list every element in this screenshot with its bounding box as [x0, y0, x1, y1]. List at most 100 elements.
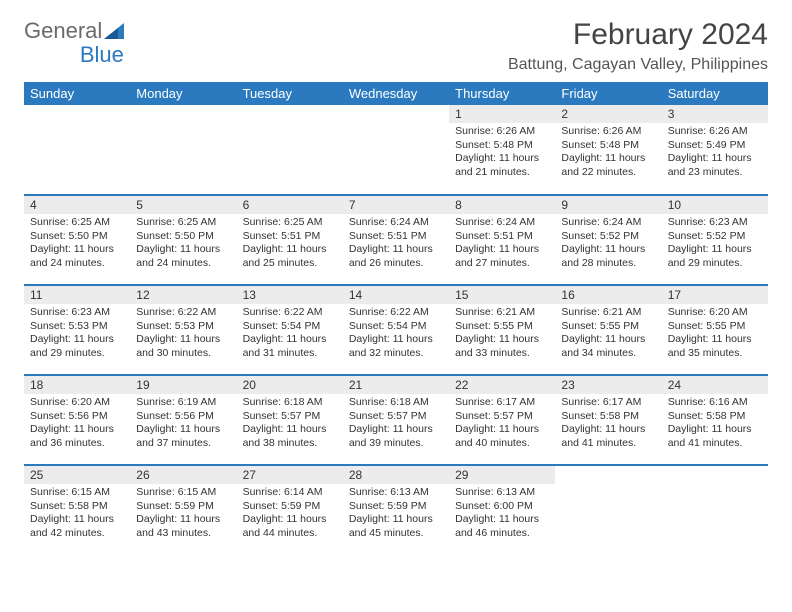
day-daylight1: Daylight: 11 hours	[30, 243, 124, 257]
calendar-day-cell	[555, 465, 661, 545]
day-daylight2: and 43 minutes.	[136, 527, 230, 541]
day-sunrise: Sunrise: 6:20 AM	[668, 306, 762, 320]
day-daylight1: Daylight: 11 hours	[455, 423, 549, 437]
day-number: 23	[555, 376, 661, 394]
day-number: 29	[449, 466, 555, 484]
day-number: 21	[343, 376, 449, 394]
logo-text-2: Blue	[80, 42, 124, 68]
day-daylight1: Daylight: 11 hours	[455, 333, 549, 347]
weekday-header: Monday	[130, 82, 236, 105]
day-details: Sunrise: 6:16 AMSunset: 5:58 PMDaylight:…	[662, 394, 768, 455]
day-sunrise: Sunrise: 6:17 AM	[561, 396, 655, 410]
day-daylight1: Daylight: 11 hours	[136, 423, 230, 437]
calendar-table: Sunday Monday Tuesday Wednesday Thursday…	[24, 82, 768, 545]
day-daylight2: and 46 minutes.	[455, 527, 549, 541]
calendar-day-cell: 20Sunrise: 6:18 AMSunset: 5:57 PMDayligh…	[237, 375, 343, 465]
day-details: Sunrise: 6:22 AMSunset: 5:54 PMDaylight:…	[343, 304, 449, 365]
day-details: Sunrise: 6:25 AMSunset: 5:50 PMDaylight:…	[130, 214, 236, 275]
day-sunset: Sunset: 5:53 PM	[136, 320, 230, 334]
day-sunset: Sunset: 5:58 PM	[561, 410, 655, 424]
day-daylight1: Daylight: 11 hours	[668, 423, 762, 437]
day-daylight2: and 45 minutes.	[349, 527, 443, 541]
day-number: 22	[449, 376, 555, 394]
day-daylight1: Daylight: 11 hours	[349, 333, 443, 347]
day-daylight2: and 32 minutes.	[349, 347, 443, 361]
day-sunrise: Sunrise: 6:20 AM	[30, 396, 124, 410]
day-sunrise: Sunrise: 6:15 AM	[136, 486, 230, 500]
day-sunrise: Sunrise: 6:26 AM	[455, 125, 549, 139]
day-number: 18	[24, 376, 130, 394]
day-daylight2: and 36 minutes.	[30, 437, 124, 451]
day-details: Sunrise: 6:20 AMSunset: 5:55 PMDaylight:…	[662, 304, 768, 365]
day-sunrise: Sunrise: 6:25 AM	[243, 216, 337, 230]
calendar-day-cell: 26Sunrise: 6:15 AMSunset: 5:59 PMDayligh…	[130, 465, 236, 545]
day-sunrise: Sunrise: 6:26 AM	[668, 125, 762, 139]
location-text: Battung, Cagayan Valley, Philippines	[508, 56, 768, 74]
day-sunrise: Sunrise: 6:13 AM	[349, 486, 443, 500]
day-daylight1: Daylight: 11 hours	[136, 513, 230, 527]
day-sunrise: Sunrise: 6:25 AM	[136, 216, 230, 230]
day-daylight2: and 29 minutes.	[668, 257, 762, 271]
day-number: 24	[662, 376, 768, 394]
day-details: Sunrise: 6:23 AMSunset: 5:52 PMDaylight:…	[662, 214, 768, 275]
day-details: Sunrise: 6:21 AMSunset: 5:55 PMDaylight:…	[449, 304, 555, 365]
day-number: 4	[24, 196, 130, 214]
weekday-header-row: Sunday Monday Tuesday Wednesday Thursday…	[24, 82, 768, 105]
day-daylight2: and 29 minutes.	[30, 347, 124, 361]
day-daylight1: Daylight: 11 hours	[349, 423, 443, 437]
weekday-header: Sunday	[24, 82, 130, 105]
calendar-day-cell: 22Sunrise: 6:17 AMSunset: 5:57 PMDayligh…	[449, 375, 555, 465]
day-daylight1: Daylight: 11 hours	[30, 333, 124, 347]
day-number: 16	[555, 286, 661, 304]
day-sunrise: Sunrise: 6:23 AM	[30, 306, 124, 320]
day-sunset: Sunset: 5:57 PM	[243, 410, 337, 424]
day-number: 13	[237, 286, 343, 304]
day-details: Sunrise: 6:19 AMSunset: 5:56 PMDaylight:…	[130, 394, 236, 455]
day-sunset: Sunset: 5:51 PM	[349, 230, 443, 244]
calendar-day-cell: 10Sunrise: 6:23 AMSunset: 5:52 PMDayligh…	[662, 195, 768, 285]
day-daylight2: and 44 minutes.	[243, 527, 337, 541]
day-sunrise: Sunrise: 6:16 AM	[668, 396, 762, 410]
logo-text-1: General	[24, 18, 102, 44]
day-daylight1: Daylight: 11 hours	[455, 243, 549, 257]
calendar-day-cell: 1Sunrise: 6:26 AMSunset: 5:48 PMDaylight…	[449, 105, 555, 195]
calendar-day-cell: 27Sunrise: 6:14 AMSunset: 5:59 PMDayligh…	[237, 465, 343, 545]
day-daylight2: and 40 minutes.	[455, 437, 549, 451]
day-details: Sunrise: 6:23 AMSunset: 5:53 PMDaylight:…	[24, 304, 130, 365]
day-sunrise: Sunrise: 6:13 AM	[455, 486, 549, 500]
calendar-day-cell: 19Sunrise: 6:19 AMSunset: 5:56 PMDayligh…	[130, 375, 236, 465]
day-daylight2: and 21 minutes.	[455, 166, 549, 180]
day-sunset: Sunset: 5:53 PM	[30, 320, 124, 334]
day-daylight1: Daylight: 11 hours	[668, 333, 762, 347]
day-number: 17	[662, 286, 768, 304]
day-details: Sunrise: 6:22 AMSunset: 5:53 PMDaylight:…	[130, 304, 236, 365]
day-daylight2: and 38 minutes.	[243, 437, 337, 451]
day-number: 6	[237, 196, 343, 214]
calendar-day-cell: 29Sunrise: 6:13 AMSunset: 6:00 PMDayligh…	[449, 465, 555, 545]
day-details: Sunrise: 6:17 AMSunset: 5:58 PMDaylight:…	[555, 394, 661, 455]
day-sunset: Sunset: 5:57 PM	[455, 410, 549, 424]
calendar-day-cell: 13Sunrise: 6:22 AMSunset: 5:54 PMDayligh…	[237, 285, 343, 375]
day-daylight2: and 35 minutes.	[668, 347, 762, 361]
day-details: Sunrise: 6:15 AMSunset: 5:58 PMDaylight:…	[24, 484, 130, 545]
day-number: 2	[555, 105, 661, 123]
day-number: 7	[343, 196, 449, 214]
day-daylight1: Daylight: 11 hours	[136, 243, 230, 257]
day-daylight2: and 27 minutes.	[455, 257, 549, 271]
calendar-day-cell: 9Sunrise: 6:24 AMSunset: 5:52 PMDaylight…	[555, 195, 661, 285]
day-daylight2: and 42 minutes.	[30, 527, 124, 541]
day-daylight2: and 33 minutes.	[455, 347, 549, 361]
day-daylight1: Daylight: 11 hours	[30, 423, 124, 437]
calendar-day-cell: 16Sunrise: 6:21 AMSunset: 5:55 PMDayligh…	[555, 285, 661, 375]
day-number: 11	[24, 286, 130, 304]
day-sunset: Sunset: 5:58 PM	[668, 410, 762, 424]
day-details: Sunrise: 6:26 AMSunset: 5:48 PMDaylight:…	[555, 123, 661, 184]
calendar-day-cell: 3Sunrise: 6:26 AMSunset: 5:49 PMDaylight…	[662, 105, 768, 195]
day-sunrise: Sunrise: 6:22 AM	[243, 306, 337, 320]
day-sunset: Sunset: 5:54 PM	[243, 320, 337, 334]
day-sunrise: Sunrise: 6:24 AM	[349, 216, 443, 230]
day-sunset: Sunset: 5:58 PM	[30, 500, 124, 514]
calendar-day-cell: 28Sunrise: 6:13 AMSunset: 5:59 PMDayligh…	[343, 465, 449, 545]
day-daylight2: and 24 minutes.	[136, 257, 230, 271]
day-sunset: Sunset: 5:55 PM	[561, 320, 655, 334]
